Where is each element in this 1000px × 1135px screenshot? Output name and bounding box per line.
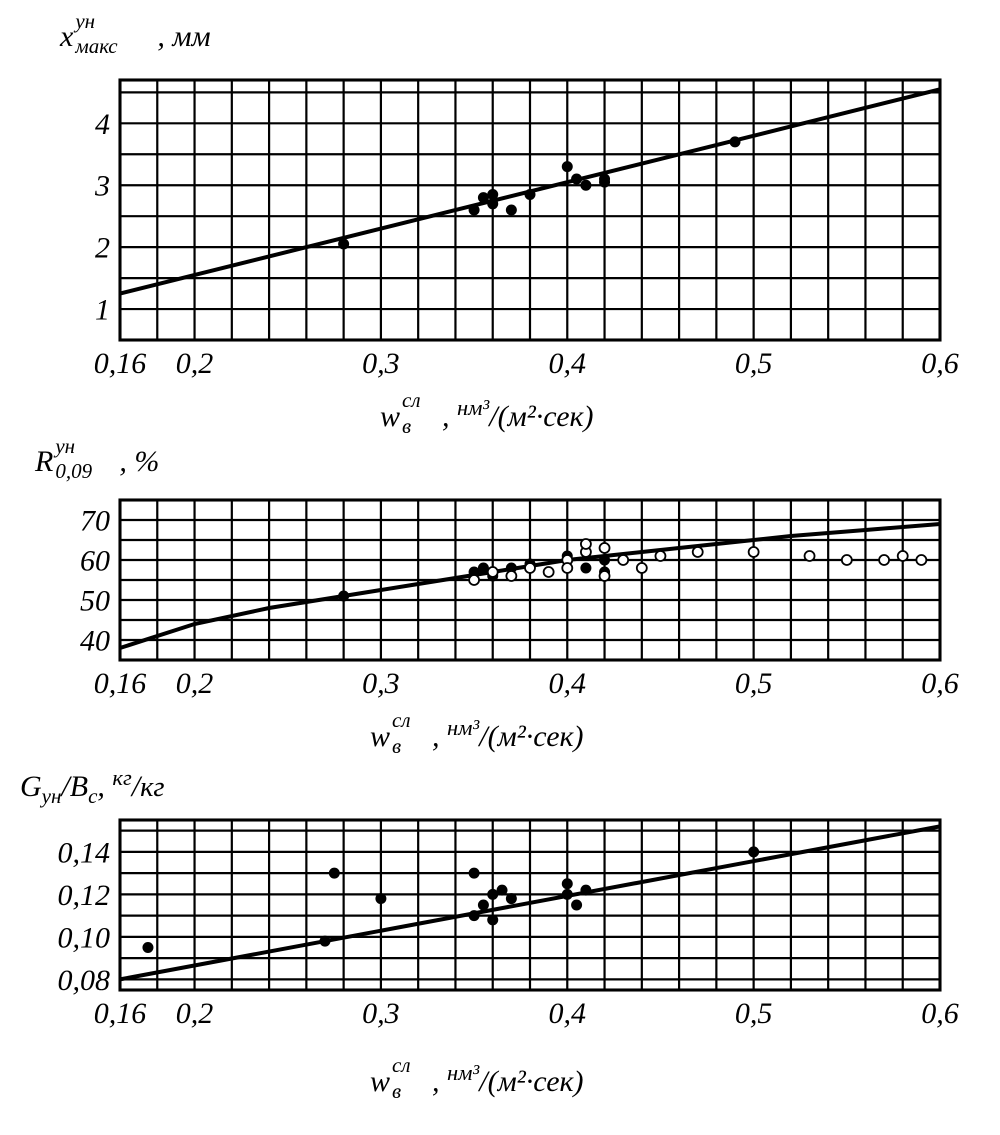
panel1-ytick: 4 bbox=[95, 108, 110, 141]
panel1-point bbox=[488, 199, 498, 209]
panel2-xtick: 0,6 bbox=[921, 667, 959, 700]
panel3-point bbox=[478, 900, 488, 910]
panel2-point-open bbox=[805, 551, 815, 561]
panel2-point-open bbox=[562, 563, 572, 573]
panel2-point-open bbox=[898, 551, 908, 561]
panel2-point bbox=[339, 591, 349, 601]
bottom-x-label: wслв, нм³/(м²·сек) bbox=[370, 1060, 584, 1099]
panel3-point bbox=[488, 889, 498, 899]
panel2-point-open bbox=[618, 555, 628, 565]
panel2-point-open bbox=[749, 547, 759, 557]
panel2-ytick: 60 bbox=[80, 545, 110, 578]
panel3-point bbox=[320, 936, 330, 946]
panel1-xtick: 0,3 bbox=[362, 347, 400, 380]
panel1-point bbox=[469, 205, 479, 215]
panel1-xtick: 0,6 bbox=[921, 347, 959, 380]
panel2-point-open bbox=[879, 555, 889, 565]
panel3-point bbox=[329, 868, 339, 878]
figure-svg: 0,160,20,30,40,50,612340,160,20,30,40,50… bbox=[0, 0, 1000, 1135]
panel3-point bbox=[376, 894, 386, 904]
panel3: 0,16 0,2 0,3 0,4 0,5 0,6 0,08 0,10 0,12 0,14 bbox=[58, 820, 959, 1030]
panel3-point bbox=[572, 900, 582, 910]
panel3-point bbox=[488, 915, 498, 925]
panel1-xtick: 0,16 bbox=[94, 347, 147, 380]
panel2-point-open bbox=[637, 563, 647, 573]
panel2-point-open bbox=[600, 571, 610, 581]
panel2-point-open bbox=[488, 567, 498, 577]
panel1-point bbox=[488, 190, 498, 200]
panel1-point bbox=[730, 137, 740, 147]
panel3-xtick: 0,4 bbox=[549, 997, 587, 1030]
panel3-y-label: Gун/Bс, кг/кг bbox=[20, 765, 165, 809]
panel1: 0,16 0,2 0,3 0,4 0,5 0,6 1 2 3 4 bbox=[94, 80, 959, 380]
panel2-x-label: wслв, нм³/(м²·сек) bbox=[370, 715, 584, 754]
panel1-x-label: wслв, нм³/(м²·сек) bbox=[380, 395, 594, 434]
panel1-point bbox=[525, 190, 535, 200]
panel3-point bbox=[581, 885, 591, 895]
panel1-point bbox=[572, 174, 582, 184]
panel2-point-open bbox=[506, 571, 516, 581]
panel2: 0,16 0,2 0,3 0,4 0,5 0,6 40 50 60 70 bbox=[80, 500, 959, 700]
panel2-xtick: 0,2 bbox=[176, 667, 214, 700]
panel2-point-open bbox=[842, 555, 852, 565]
panel2-xtick: 0,3 bbox=[362, 667, 400, 700]
panel2-point-open bbox=[916, 555, 926, 565]
panel3-point bbox=[749, 847, 759, 857]
panel1-point bbox=[478, 193, 488, 203]
panel1-point bbox=[562, 162, 572, 172]
panel3-xtick: 0,6 bbox=[921, 997, 959, 1030]
panel1-point bbox=[339, 239, 349, 249]
panel1-y-label: xунмакс, мм bbox=[60, 20, 211, 54]
panel2-point-open bbox=[655, 551, 665, 561]
panel2-point bbox=[581, 563, 591, 573]
panel2-point-open bbox=[525, 563, 535, 573]
panel3-point bbox=[469, 911, 479, 921]
panel3-ytick: 0,10 bbox=[58, 921, 111, 954]
panel2-point-open bbox=[600, 543, 610, 553]
panel2-xtick: 0,16 bbox=[94, 667, 147, 700]
panel3-ytick: 0,08 bbox=[58, 964, 111, 997]
panel2-ytick: 70 bbox=[80, 505, 110, 538]
panel1-point bbox=[581, 180, 591, 190]
panel2-ytick: 50 bbox=[80, 585, 110, 618]
panel1-xtick: 0,5 bbox=[735, 347, 773, 380]
panel2-point-open bbox=[544, 567, 554, 577]
panel2-point-open bbox=[469, 575, 479, 585]
panel3-point bbox=[562, 889, 572, 899]
panel1-point bbox=[506, 205, 516, 215]
panel3-ytick: 0,12 bbox=[58, 879, 111, 912]
panel1-ytick: 2 bbox=[95, 232, 110, 265]
panel3-xtick: 0,3 bbox=[362, 997, 400, 1030]
panel2-point-open bbox=[693, 547, 703, 557]
panel3-point bbox=[506, 894, 516, 904]
panel1-xtick: 0,4 bbox=[549, 347, 587, 380]
panel3-xtick: 0,5 bbox=[735, 997, 773, 1030]
panel3-xtick: 0,2 bbox=[176, 997, 214, 1030]
panel3-point bbox=[562, 879, 572, 889]
panel1-point bbox=[600, 174, 610, 184]
panel2-point-open bbox=[581, 539, 591, 549]
panel2-ytick: 40 bbox=[80, 625, 110, 658]
panel2-xtick: 0,4 bbox=[549, 667, 587, 700]
panel2-xtick: 0,5 bbox=[735, 667, 773, 700]
panel1-ytick: 3 bbox=[94, 170, 110, 203]
panel2-y-label: Rун0,09, % bbox=[35, 445, 159, 479]
panel3-point bbox=[497, 885, 507, 895]
panel1-ytick: 1 bbox=[95, 294, 110, 327]
panel1-xtick: 0,2 bbox=[176, 347, 214, 380]
panel3-ytick: 0,14 bbox=[58, 836, 111, 869]
panel2-point bbox=[600, 555, 610, 565]
panel3-xtick: 0,16 bbox=[94, 997, 147, 1030]
panel3-point bbox=[143, 943, 153, 953]
panel3-point bbox=[469, 868, 479, 878]
